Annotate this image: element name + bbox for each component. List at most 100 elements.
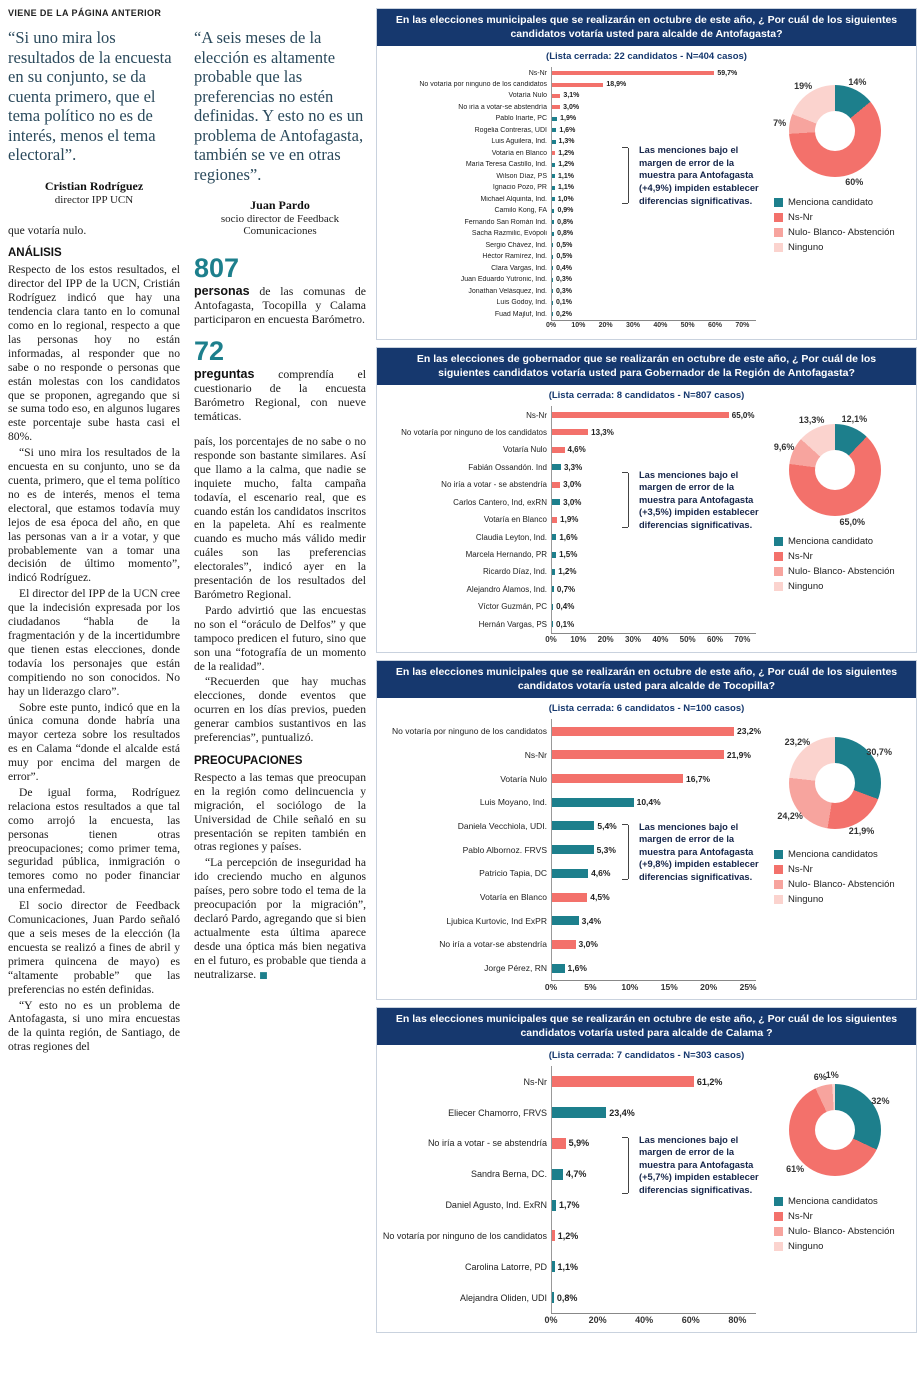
bar-chart: Ns-Nr 61,2% Eliecer Chamorro, FRVS 23,4% No … <box>379 1066 760 1326</box>
axis-line: 0% 20% 40% 60% 80% <box>544 1313 756 1326</box>
chart-subtitle: (Lista cerrada: 6 candidatos - N=100 cas… <box>548 703 745 715</box>
bar-label: Ignacio Pozo, PR <box>492 184 547 192</box>
bar-track: 1,6% <box>551 528 756 546</box>
x-axis: 0% 20% 40% 60% 80% <box>379 1313 756 1326</box>
donut-chart <box>789 85 881 178</box>
bar-row: Luis Moyano, Ind. 10,4% <box>379 790 756 815</box>
bar-label: Jorge Pérez, RN <box>484 963 547 974</box>
pull-quote-1-text: “Si uno mira los resultados de la encues… <box>8 28 172 164</box>
bar-label: Luis Godoy, Ind. <box>496 299 547 307</box>
bar-track: 1,6% <box>551 956 756 981</box>
bar-row: Ricardo Díaz, Ind. 1,2% <box>379 563 756 581</box>
bar <box>552 220 555 225</box>
bar <box>552 1076 694 1088</box>
bar <box>552 429 589 436</box>
donut-chart <box>789 424 881 517</box>
x-axis: 0% 10% 20% 30% 40% 50% 60% 70% <box>379 319 756 333</box>
bar-row: No iría a votar - se abstendría 5,9% <box>379 1127 756 1159</box>
bar-value: 0,4% <box>556 602 575 612</box>
bar-chart: Ns-Nr 59,7% No votaría por ninguno de los … <box>379 67 760 333</box>
note-text: Las menciones bajo el margen de error de… <box>639 144 760 208</box>
bar-value: 1,6% <box>559 126 576 134</box>
chart-title: En las elecciones municipales que se rea… <box>377 9 916 47</box>
bar-row: Votaría en Blanco 4,5% <box>379 885 756 909</box>
donut-label: 23,2% <box>784 737 811 748</box>
x-axis: 0% 5% 10% 15% 20% 25% <box>379 980 757 993</box>
paragraph: “Y esto no es un problema de Antofagasta… <box>8 998 180 1054</box>
bar <box>552 499 561 506</box>
article-col-2: “A seis meses de la elección es altament… <box>194 28 366 1056</box>
bar-track: 59,7% <box>551 67 756 79</box>
bar-label: Votaría Nulo <box>508 92 547 100</box>
bar-label: Ns-Nr <box>528 69 547 77</box>
pull-quote-2-text: “A seis meses de la elección es altament… <box>194 28 364 184</box>
legend-item: Nulo- Blanco- Abstención <box>774 566 895 577</box>
bar-row: No votaría por ninguno de los candidatos… <box>379 423 756 442</box>
bar-row: Pablo Albornoz. FRVS 5,3% <box>379 837 756 862</box>
axis-tick: 10% <box>570 634 587 644</box>
legend-item: Nulo- Blanco- Abstención <box>774 879 895 890</box>
bar-row: No votaría por ninguno de los candidatos… <box>379 78 756 91</box>
chart-title-plain: En las elecciones municipales que se rea… <box>395 1013 759 1025</box>
bar-value: 3,0% <box>563 497 582 507</box>
bar-track: 1,1% <box>551 170 756 183</box>
legend-label: Nulo- Blanco- Abstención <box>788 227 895 239</box>
bar-value: 16,7% <box>686 773 711 784</box>
bar-label: Daniel Agusto, Ind. ExRN <box>445 1200 547 1211</box>
bar-value: 5,4% <box>597 820 617 831</box>
bar-label: Fabián Ossandón. Ind <box>468 462 547 472</box>
legend-swatch <box>774 567 783 577</box>
legend-item: Ns-Nr <box>774 212 895 223</box>
bar-label: Ns-Nr <box>526 410 547 420</box>
bar-value: 0,7% <box>556 584 576 594</box>
axis-tick: 15% <box>660 982 678 993</box>
stat-text: personas de las comunas de Antofagasta, … <box>194 284 366 326</box>
bar-value: 1,9% <box>560 115 577 123</box>
bar-value: 3,4% <box>581 915 602 926</box>
axis-tick: 25% <box>739 982 757 993</box>
bar-label: Claudia Leyton, Ind. <box>475 532 547 542</box>
bar <box>552 1168 563 1180</box>
donut-label: 9,6% <box>773 442 795 453</box>
bar-value: 3,1% <box>563 92 580 100</box>
stat-label: preguntas <box>194 367 255 381</box>
bar-track: 0,3% <box>551 285 756 297</box>
paragraph: De igual forma, Rodríguez relaciona esto… <box>8 785 180 897</box>
bar-row: Clara Vargas, Ind. 0,4% <box>379 262 756 274</box>
legend-swatch <box>774 1227 783 1237</box>
axis-tick: 50% <box>680 321 695 329</box>
bar-track: 1,2% <box>551 159 756 171</box>
bar <box>552 774 684 784</box>
donut-label: 32% <box>871 1095 890 1106</box>
quote-role: socio director de Feedback Comunicacione… <box>220 213 340 237</box>
legend-item: Ninguno <box>774 581 895 592</box>
bar-label: Luis Moyano, Ind. <box>479 797 547 808</box>
donut-label: 6% <box>813 1072 827 1082</box>
paragraph: Pardo advirtió que las encuestas no son … <box>194 603 366 673</box>
bar-row: Luis Godoy, Ind. 0,1% <box>379 296 756 309</box>
legend-item: Ninguno <box>774 242 895 253</box>
bar-value: 0,3% <box>556 276 572 284</box>
chart-title: En las elecciones municipales que se rea… <box>377 1008 916 1046</box>
legend-swatch <box>774 1212 783 1222</box>
chart-title: En las elecciones de gobernador que se r… <box>377 348 916 386</box>
legend-label: Nulo- Blanco- Abstención <box>788 879 895 891</box>
bar-row: Claudia Leyton, Ind. 1,6% <box>379 528 756 546</box>
bar-row: Juan Eduardo Yutronic, Ind. 0,3% <box>379 274 756 286</box>
bar-label: Sacha Razmilic, Evópoli <box>471 230 547 238</box>
bar-track: 1,1% <box>551 182 756 194</box>
bar-value: 13,3% <box>591 427 614 437</box>
legend-swatch <box>774 537 783 547</box>
bar <box>552 1107 607 1119</box>
bar-label: Clara Vargas, Ind. <box>491 264 547 272</box>
paragraph: Respecto a las temas que preocupan en la… <box>194 770 366 854</box>
bar-label: No iría a votar-se abstendría <box>439 939 547 950</box>
bar-row: Sandra Berna, DC. 4,7% <box>379 1158 756 1190</box>
bar <box>552 939 576 949</box>
bar <box>552 586 554 593</box>
bar-label: Carlos Cantero, Ind, exRN <box>453 497 547 507</box>
bar-label: Votaría Nulo <box>502 445 547 455</box>
bar <box>552 551 557 558</box>
bar-value: 0,4% <box>556 264 573 272</box>
bar <box>552 726 735 736</box>
